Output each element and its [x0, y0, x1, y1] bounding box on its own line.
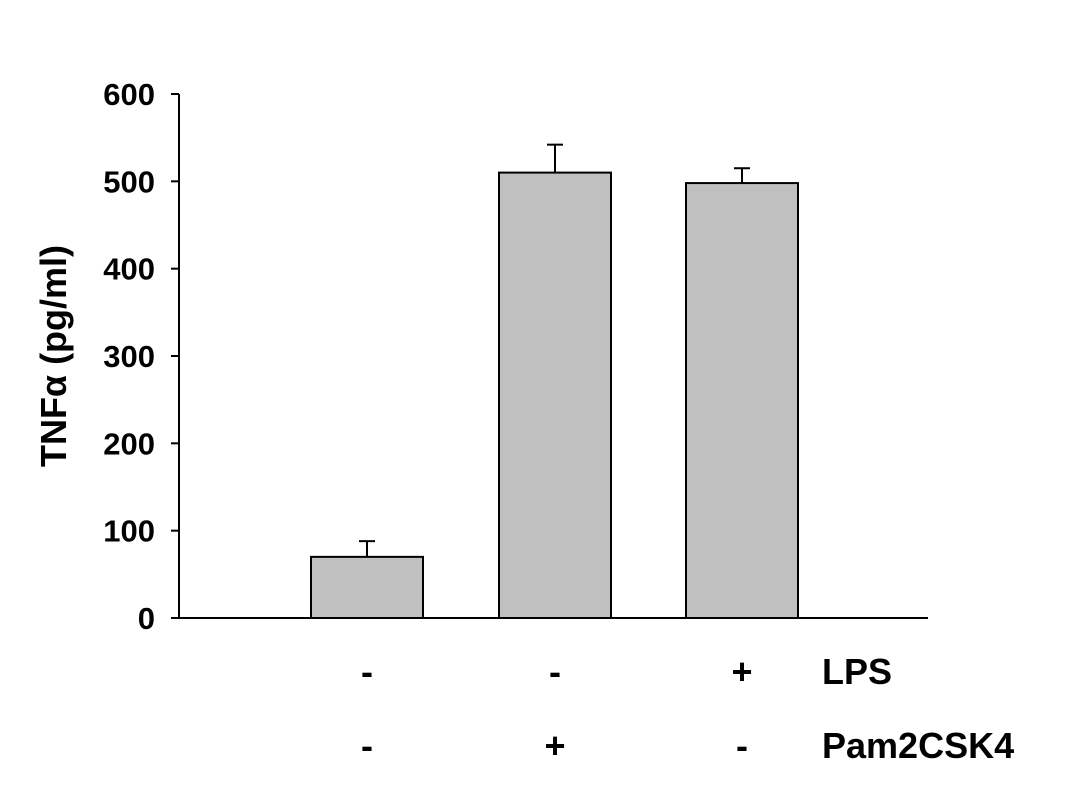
y-tick-label: 300: [103, 339, 155, 374]
bar: [310, 555, 424, 619]
axes: 0 100 200 300 400 500 600 TNFα (pg/ml): [33, 77, 928, 636]
treatment-sign: +: [731, 651, 752, 692]
y-tick-label: 500: [103, 164, 155, 199]
y-tick-label: 200: [103, 426, 155, 461]
treatment-sign: -: [361, 725, 373, 766]
bar: [685, 182, 799, 620]
y-tick-label: 400: [103, 252, 155, 287]
labels: - - + LPS - + - Pam2CSK4: [361, 651, 1014, 766]
treatment-name: LPS: [822, 651, 892, 692]
y-tick-label: 600: [103, 77, 155, 112]
treatment-name: Pam2CSK4: [822, 725, 1014, 766]
treatment-sign: -: [736, 725, 748, 766]
y-axis-label: TNFα (pg/ml): [33, 245, 74, 467]
treatment-sign: -: [361, 651, 373, 692]
bars: [310, 143, 799, 620]
y-tick-label: 100: [103, 514, 155, 549]
y-tick-label: 0: [138, 601, 155, 636]
treatment-sign: -: [549, 651, 561, 692]
bar: [498, 171, 612, 619]
treatment-sign: +: [544, 725, 565, 766]
